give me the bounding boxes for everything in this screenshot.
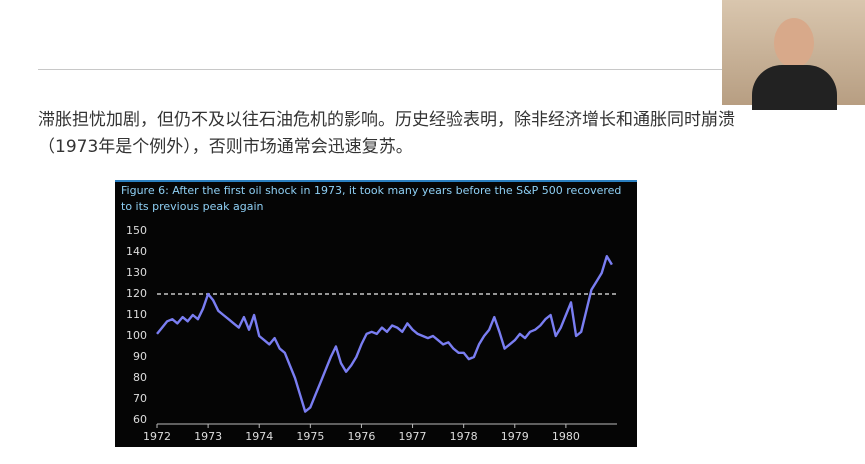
y-tick-label: 70 [133,392,147,405]
y-tick-label: 90 [133,350,147,363]
data-line [156,255,613,413]
chart-background [115,180,637,447]
x-tick-label: 1975 [296,430,324,443]
y-tick-label: 150 [126,224,147,237]
x-tick-label: 1974 [245,430,273,443]
x-tick-label: 1978 [450,430,478,443]
x-tick-label: 1979 [501,430,529,443]
y-tick-label: 80 [133,371,147,384]
x-tick-label: 1972 [143,430,171,443]
y-tick-label: 100 [126,329,147,342]
y-tick-label: 60 [133,413,147,426]
y-tick-label: 130 [126,266,147,279]
x-tick-label: 1977 [399,430,427,443]
webcam [722,0,865,110]
chart-title: Figure 6: After the first oil shock in 1… [121,184,622,213]
y-tick-label: 120 [126,287,147,300]
chart: 60 70 80 90 100 110 120 130 140 150 1972 1973 1974 19… [115,180,637,447]
x-tick-label: 1976 [347,430,375,443]
person [752,65,837,110]
header-border [115,180,637,182]
x-tick-label: 1973 [194,430,222,443]
y-tick-label: 140 [126,245,147,258]
slide-text: 滞胀担忧加剧，但仍不及以往石油危机的影响。历史经验表明，除非经济增长和通胀同时崩… [38,110,735,130]
y-tick-label: 110 [126,308,147,321]
x-tick-label: 1980 [552,430,580,443]
person [774,18,814,68]
divider [38,69,722,70]
slide-text: （1973年是个例外），否则市场通常会迅速复苏。 [38,137,413,157]
